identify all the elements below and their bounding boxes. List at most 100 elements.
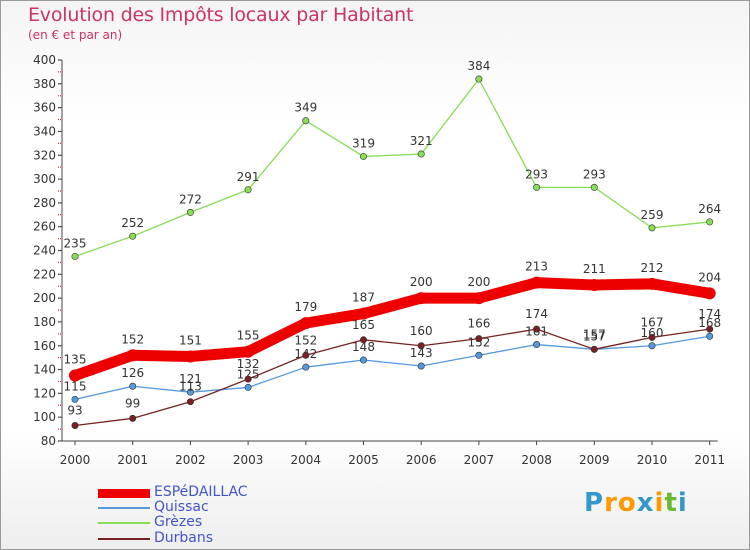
data-label: 293	[583, 167, 606, 181]
data-point	[646, 277, 658, 290]
legend-label-grezes: Grèzes	[154, 514, 203, 530]
data-label: 174	[525, 307, 548, 321]
data-point	[299, 317, 312, 330]
data-point	[703, 287, 716, 300]
data-point	[184, 350, 197, 363]
data-point	[590, 345, 598, 353]
data-label: 179	[294, 300, 317, 314]
data-label: 126	[121, 366, 144, 380]
data-point	[417, 362, 425, 370]
data-point	[359, 152, 367, 160]
data-label: 264	[698, 202, 721, 216]
data-label: 272	[179, 192, 202, 206]
data-label: 155	[237, 329, 260, 343]
data-point	[359, 356, 367, 364]
data-point	[530, 276, 543, 289]
data-point	[590, 183, 598, 191]
data-label: 99	[125, 396, 140, 410]
data-point	[475, 75, 483, 83]
series-line-2	[74, 328, 711, 427]
data-point	[71, 395, 79, 403]
y-tick-label: 300	[33, 172, 56, 186]
data-point	[186, 388, 194, 396]
data-point	[129, 232, 137, 240]
y-tick-label: 120	[33, 386, 56, 400]
data-label: 165	[352, 318, 375, 332]
logo-letter: i	[654, 488, 665, 518]
data-label: 174	[698, 307, 721, 321]
data-point	[475, 335, 483, 343]
logo-letter: t	[664, 488, 678, 518]
y-tick-label: 320	[33, 148, 56, 162]
y-tick-label: 180	[33, 315, 56, 329]
y-tick-label: 140	[33, 363, 56, 377]
data-point	[186, 398, 194, 406]
data-point	[475, 351, 483, 359]
logo-letter: x	[636, 488, 655, 518]
data-point	[472, 292, 485, 305]
data-label: 200	[410, 275, 433, 289]
logo-letter: P	[584, 488, 605, 518]
data-point	[302, 363, 310, 371]
data-point	[244, 383, 252, 391]
x-tick-label: 2001	[117, 453, 148, 467]
legend-swatch-quissac	[98, 507, 150, 509]
data-point	[186, 208, 194, 216]
x-tick-label: 2006	[406, 453, 437, 467]
data-label: 293	[525, 167, 548, 181]
x-tick-label: 2008	[521, 453, 552, 467]
data-point	[244, 375, 252, 383]
x-tick-label: 2007	[464, 453, 495, 467]
data-label: 148	[352, 340, 375, 354]
x-tick-label: 2011	[694, 453, 725, 467]
data-label: 212	[641, 261, 664, 275]
data-point	[706, 332, 714, 340]
data-label: 157	[583, 327, 606, 341]
data-point	[706, 325, 714, 333]
data-label: 384	[467, 59, 490, 73]
y-tick-label: 400	[33, 53, 56, 67]
data-label: 213	[525, 260, 548, 274]
y-tick-label: 360	[33, 101, 56, 115]
data-point	[648, 342, 656, 350]
data-point	[71, 422, 79, 430]
data-label: 113	[179, 380, 202, 394]
data-label: 291	[237, 170, 260, 184]
data-point	[648, 333, 656, 341]
data-point	[417, 150, 425, 158]
y-tick-label: 100	[33, 410, 56, 424]
series-line-0	[74, 78, 711, 258]
data-point	[706, 218, 714, 226]
logo-letter: i	[677, 488, 688, 518]
y-tick-label: 200	[33, 291, 56, 305]
data-point	[417, 342, 425, 350]
data-point	[129, 414, 137, 422]
x-tick-label: 2002	[175, 453, 206, 467]
data-point	[71, 252, 79, 260]
data-label: 121	[179, 372, 202, 386]
data-point	[302, 117, 310, 125]
series-line-1	[74, 335, 711, 400]
x-tick-label: 2000	[60, 453, 91, 467]
logo-letter: o	[617, 488, 637, 518]
data-point	[126, 349, 139, 362]
data-label: 167	[641, 315, 664, 329]
legend-swatch-espedaillac	[98, 489, 150, 498]
data-label: 166	[467, 317, 490, 331]
data-label: 200	[467, 275, 490, 289]
legend-label-quissac: Quissac	[154, 499, 209, 515]
x-tick-label: 2003	[233, 453, 264, 467]
data-label: 168	[698, 316, 721, 330]
data-label: 152	[294, 333, 317, 347]
data-label: 349	[294, 101, 317, 115]
chart-title: Evolution des Impôts locaux par Habitant	[28, 4, 414, 26]
data-label: 132	[237, 357, 260, 371]
data-label: 125	[237, 367, 260, 381]
data-label: 115	[64, 379, 87, 393]
proxiti-logo: Proxiti	[584, 488, 688, 518]
legend-swatch-durbans	[98, 538, 150, 540]
legend-swatch-grezes	[98, 522, 150, 524]
data-point	[588, 279, 601, 292]
legend-label-espedaillac: ESPéDAILLAC	[154, 484, 248, 500]
